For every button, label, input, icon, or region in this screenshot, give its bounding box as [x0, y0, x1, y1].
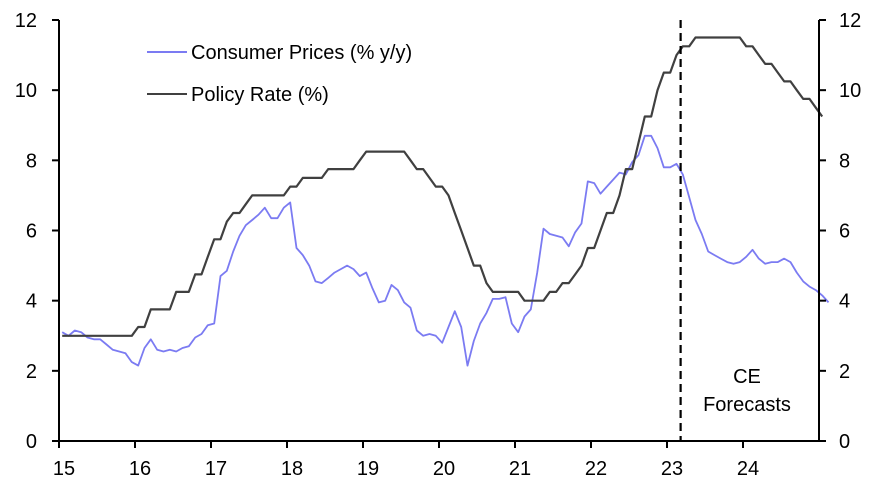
- consumer-prices-line: [61, 134, 830, 367]
- x-tick-label: 21: [509, 458, 531, 480]
- y-tick-label-right: 4: [839, 291, 850, 313]
- annotation-forecasts: Forecasts: [703, 394, 791, 416]
- y-tick-label-right: 2: [839, 361, 850, 383]
- x-tick-label: 16: [129, 458, 151, 480]
- y-tick-label-left: 10: [15, 80, 37, 102]
- x-tick-label: 18: [281, 458, 303, 480]
- x-tick-label: 23: [661, 458, 683, 480]
- y-tick-label-right: 10: [839, 80, 861, 102]
- legend-label: Consumer Prices (% y/y): [191, 42, 412, 64]
- y-tick-label-right: 6: [839, 221, 850, 243]
- y-tick-label-left: 2: [26, 361, 37, 383]
- y-tick-label-left: 6: [26, 221, 37, 243]
- y-tick-label-right: 12: [839, 10, 861, 32]
- policy-rate-line: [62, 36, 824, 337]
- y-tick-label-left: 12: [15, 10, 37, 32]
- y-tick-label-right: 0: [839, 431, 850, 453]
- y-tick-label-left: 0: [26, 431, 37, 453]
- legend-label: Policy Rate (%): [191, 84, 329, 106]
- x-tick-label: 17: [205, 458, 227, 480]
- x-tick-label: 22: [585, 458, 607, 480]
- series-layer: [61, 36, 830, 367]
- y-tick-label-left: 8: [26, 150, 37, 172]
- legend: Consumer Prices (% y/y) Policy Rate (%): [147, 42, 412, 106]
- y-tick-label-left: 4: [26, 291, 37, 313]
- x-tick-label: 20: [433, 458, 455, 480]
- annotation-ce: CE: [733, 366, 761, 388]
- x-tick-label: 19: [357, 458, 379, 480]
- y-tick-label-right: 8: [839, 150, 850, 172]
- x-tick-label: 15: [53, 458, 75, 480]
- x-tick-label: 24: [737, 458, 759, 480]
